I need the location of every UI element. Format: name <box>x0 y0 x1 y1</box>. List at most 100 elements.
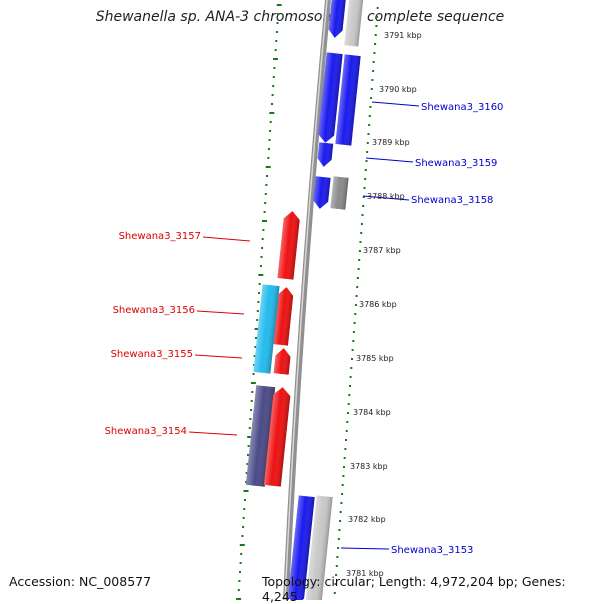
tick-dot <box>260 256 263 258</box>
tick-dot <box>251 391 254 393</box>
gene-label-shewana3-3160[interactable]: Shewana3_3160 <box>421 102 503 113</box>
gene-shewana3-3154-slate[interactable] <box>245 385 276 487</box>
tick-dot <box>263 211 266 213</box>
tick-dot <box>261 238 264 240</box>
tick-dot <box>241 535 244 537</box>
tick-dot <box>247 436 253 438</box>
tick-dot <box>376 16 378 18</box>
gene-arrow-shade <box>344 0 364 47</box>
kbp-label: 3783 kbp <box>350 462 388 471</box>
gene-lower-gray[interactable] <box>305 495 333 600</box>
tick-dot <box>333 592 336 594</box>
tick-dot <box>342 475 345 477</box>
leader-line <box>188 431 238 436</box>
tick-dot <box>359 241 362 243</box>
tick-dot <box>250 409 253 411</box>
tick-dot <box>339 511 342 513</box>
gene-shewana3-3158a[interactable] <box>312 176 331 209</box>
tick-dot <box>258 283 261 285</box>
gene-label-shewana3-3154[interactable]: Shewana3_3154 <box>105 426 187 437</box>
tick-dot <box>271 94 274 96</box>
tick-dot <box>374 34 377 36</box>
kbp-label: 3790 kbp <box>379 85 417 94</box>
tick-dot <box>344 448 347 450</box>
tick-dot <box>357 268 360 270</box>
gene-shewana3-3154[interactable] <box>263 386 291 487</box>
tick-dot <box>335 565 338 567</box>
gene-arrow-shade <box>253 284 280 374</box>
gene-label-shewana3-3159[interactable]: Shewana3_3159 <box>415 158 497 169</box>
tick-dot <box>358 259 361 261</box>
gene-upper-gray[interactable] <box>344 0 364 47</box>
tick-dot <box>366 151 369 153</box>
tick-dot <box>237 589 240 591</box>
tick-dot <box>261 247 264 249</box>
tick-dot <box>239 562 242 564</box>
tick-dot <box>374 43 377 45</box>
tick-dot <box>269 121 272 123</box>
gene-arrow-shade <box>277 211 300 280</box>
gene-label-shewana3-3158[interactable]: Shewana3_3158 <box>411 195 493 206</box>
map-title: Shewanella sp. ANA-3 chromosome 1, compl… <box>95 9 505 25</box>
leader-line <box>362 195 410 201</box>
backbone-arc <box>283 0 331 600</box>
gene-label-shewana3-3153[interactable]: Shewana3_3153 <box>391 545 473 556</box>
tick-dot <box>247 445 250 447</box>
tick-dot <box>343 457 346 459</box>
tick-dot <box>250 382 256 384</box>
tick-dot <box>258 292 260 294</box>
gene-shewana3-3157[interactable] <box>277 210 300 280</box>
leader-line <box>365 157 414 163</box>
gene-label-shewana3-3156[interactable]: Shewana3_3156 <box>113 305 195 316</box>
gene-arrow-shade <box>317 142 334 167</box>
tick-dot <box>356 286 359 288</box>
tick-dot <box>238 580 241 582</box>
tick-dot <box>274 49 277 51</box>
tick-dot <box>353 322 356 324</box>
tick-dot <box>365 160 368 162</box>
gene-shewana3-3160a[interactable] <box>317 52 343 143</box>
gene-shewana3-3155[interactable] <box>273 347 292 375</box>
tick-dot <box>275 40 278 42</box>
tick-dot <box>360 223 363 225</box>
tick-dot <box>366 142 369 144</box>
tick-dot <box>355 295 358 297</box>
gene-shewana3-3156-cyan[interactable] <box>253 284 280 374</box>
backbone-highlight <box>284 0 328 600</box>
tick-dot <box>356 277 359 279</box>
kbp-label: 3791 kbp <box>384 31 422 40</box>
tick-dot <box>248 427 251 429</box>
gene-shewana3-3156-red[interactable] <box>273 286 294 346</box>
tick-dot <box>340 502 343 504</box>
tick-dot <box>364 169 367 171</box>
tick-dot <box>364 178 367 180</box>
gene-arrow-shade <box>288 495 315 600</box>
kbp-label: 3781 kbp <box>346 569 384 578</box>
tick-dot <box>345 430 348 432</box>
gene-arrow-shade <box>318 52 343 143</box>
accession-text: Accession: NC_008577 <box>9 574 152 589</box>
gene-label-shewana3-3155[interactable]: Shewana3_3155 <box>111 349 193 360</box>
tick-dot <box>239 544 245 546</box>
kbp-label: 3789 kbp <box>372 138 410 147</box>
tick-dot <box>372 61 375 63</box>
tick-dot <box>348 394 351 396</box>
tick-dot <box>265 166 271 168</box>
gene-shewana3-3159[interactable] <box>317 142 334 167</box>
tick-dot <box>267 148 270 150</box>
gene-upper-blue[interactable] <box>328 0 347 39</box>
gene-shewana3-3160b[interactable] <box>335 54 361 146</box>
tick-dot <box>334 583 337 585</box>
tick-dot <box>242 517 245 519</box>
tick-dot <box>245 472 248 474</box>
gene-label-shewana3-3157[interactable]: Shewana3_3157 <box>119 231 201 242</box>
tick-dot <box>338 529 341 531</box>
tick-dot <box>345 439 347 441</box>
gene-shewana3-3158b[interactable] <box>330 176 349 210</box>
tick-dot <box>351 349 354 351</box>
gene-shewana3-3153[interactable] <box>287 495 315 600</box>
tick-dot <box>253 364 256 366</box>
leader-line <box>202 236 251 242</box>
tick-dot <box>346 421 349 423</box>
